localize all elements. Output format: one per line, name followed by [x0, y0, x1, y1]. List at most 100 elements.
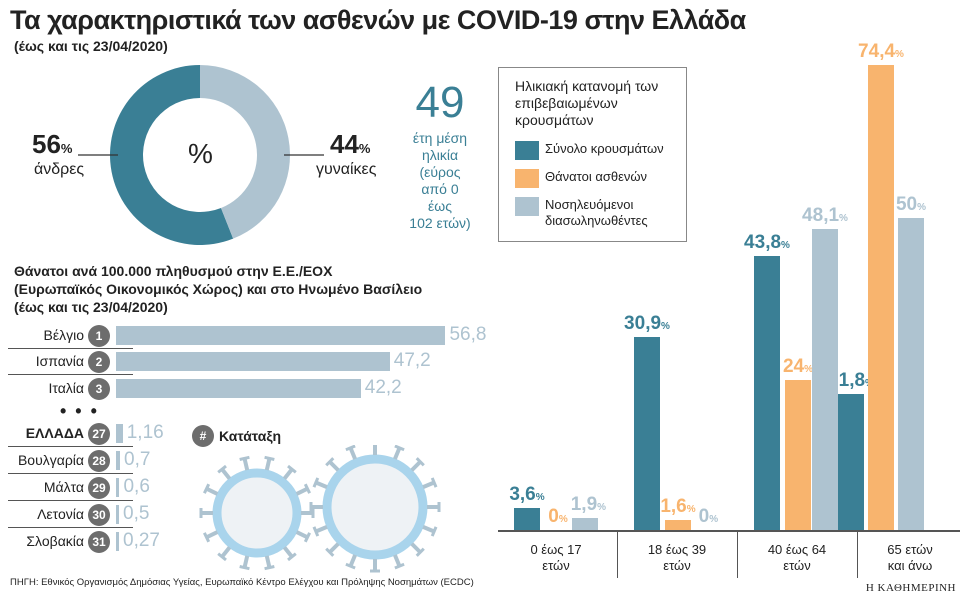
country-name: Ιταλία	[48, 380, 84, 396]
rank-badge: 2	[88, 351, 110, 373]
legend-item-deaths: Θάνατοι ασθενών	[515, 169, 670, 188]
bar-label: 30,9%	[624, 312, 670, 334]
country-name: ΕΛΛΑΔΑ	[25, 425, 84, 441]
death-rate-value: 0,27	[123, 530, 160, 551]
legend-item-total: Σύνολο κρουσμάτων	[515, 141, 670, 160]
death-rate-bar	[116, 478, 120, 497]
men-label: άνδρες	[34, 161, 85, 178]
death-rate-bar	[116, 352, 390, 371]
death-rate-bar	[116, 379, 361, 398]
bar-2-0	[572, 518, 598, 530]
donut-men-slice	[110, 65, 234, 245]
bar-0-1	[634, 336, 660, 530]
donut-center-label: %	[188, 138, 213, 169]
deaths-title: Θάνατοι ανά 100.000 πληθυσμού στην Ε.Ε./…	[14, 263, 423, 315]
bar-2-3	[898, 217, 924, 530]
country-name: Μάλτα	[43, 479, 84, 495]
page-title: Τα χαρακτηριστικά των ασθενών με COVID-1…	[10, 5, 746, 35]
median-age-text: έτη μέση ηλικία (εύρος από 0 έως 102 ετών)	[409, 130, 471, 231]
death-rate-value: 42,2	[364, 377, 402, 398]
death-rate-value: 0,6	[123, 476, 150, 497]
country-row: ΕΛΛΑΔΑ 27 1,16	[0, 421, 480, 447]
rank-badge: 27	[88, 423, 110, 445]
bar-1-3	[868, 65, 894, 530]
row-divider	[8, 527, 133, 528]
rank-badge: 30	[88, 504, 110, 526]
category-label: 40 έως 64 ετών	[767, 542, 827, 573]
death-rate-bar	[116, 424, 123, 443]
bar-label: 1,6%	[660, 496, 696, 517]
country-row: Μάλτα 29 0,6	[0, 475, 480, 501]
death-rate-value: 56,8	[449, 324, 487, 345]
rank-badge: 28	[88, 450, 110, 472]
death-rate-value: 0,5	[123, 503, 150, 524]
donut-women-slice	[200, 65, 291, 239]
rank-legend: # Κατάταξη	[192, 425, 281, 447]
death-rate-value: 47,2	[393, 350, 431, 371]
country-name: Λετονία	[37, 506, 84, 522]
bar-label: 21,8%	[828, 369, 874, 391]
death-rate-bar	[116, 505, 119, 524]
death-rate-bar	[116, 532, 119, 551]
rank-badge: 31	[88, 531, 110, 553]
country-name: Βέλγιο	[43, 327, 84, 343]
subtitle: (έως και τις 23/04/2020)	[14, 38, 168, 54]
row-divider	[8, 348, 133, 349]
x-axis-divider	[617, 530, 618, 578]
bar-0-2	[754, 256, 780, 530]
country-row: Ισπανία 2 47,2	[0, 349, 480, 375]
women-label: γυναίκες	[316, 161, 377, 178]
bar-0-3	[838, 393, 864, 530]
bar-label: 50%	[895, 193, 927, 215]
category-label: 18 έως 39 ετών	[647, 542, 707, 573]
country-row: Ιταλία 3 42,2	[0, 376, 480, 402]
bar-label: 1,9%	[570, 494, 607, 516]
country-row: Σλοβακία 31 0,27	[0, 529, 480, 555]
country-name: Βουλγαρία	[17, 452, 84, 468]
bar-0-0	[514, 507, 540, 530]
bar-label: 74,4%	[858, 41, 904, 62]
bar-label: 43,8%	[744, 232, 790, 254]
rank-badge: 29	[88, 477, 110, 499]
rank-symbol-icon: #	[192, 425, 214, 447]
death-rate-value: 0,7	[124, 449, 151, 470]
death-rate-bar	[116, 451, 121, 470]
bar-1-1	[665, 520, 691, 530]
bar-2-2	[812, 229, 838, 530]
x-axis-divider	[857, 530, 858, 578]
death-rate-value: 1,16	[126, 422, 164, 443]
bar-label: 24%	[782, 356, 814, 377]
rank-badge: 1	[88, 325, 110, 347]
x-axis	[498, 530, 960, 532]
category-label: 65 ετών και άνω	[887, 542, 933, 573]
bar-label: 48,1%	[802, 205, 848, 227]
women-percent: 44%	[330, 129, 371, 159]
row-divider	[8, 473, 133, 474]
virus-illustration-icon	[199, 445, 441, 573]
ellipsis: • • •	[60, 401, 99, 421]
row-divider	[8, 446, 133, 447]
median-age-value: 49	[415, 78, 465, 127]
chart-legend: Ηλικιακή κατανομή των επιβεβαιωμένων κρο…	[498, 67, 687, 242]
rank-badge: 3	[88, 378, 110, 400]
country-name: Σλοβακία	[26, 533, 84, 549]
category-label: 0 έως 17 ετών	[530, 542, 582, 573]
legend-item-intubated: Νοσηλευόμενοι διασωληνωθέντες	[515, 197, 670, 229]
x-axis-divider	[737, 530, 738, 578]
country-name: Ισπανία	[35, 353, 84, 369]
row-divider	[8, 374, 133, 375]
country-row: Λετονία 30 0,5	[0, 502, 480, 528]
row-divider	[8, 500, 133, 501]
rank-legend-label: Κατάταξη	[219, 428, 282, 444]
bar-label: 0%	[698, 506, 719, 527]
gender-donut	[78, 65, 324, 245]
country-row: Βουλγαρία 28 0,7	[0, 448, 480, 474]
bar-label: 3,6%	[509, 483, 545, 505]
death-rate-bar	[116, 326, 446, 345]
country-row: Βέλγιο 1 56,8	[0, 323, 486, 349]
bar-1-2	[785, 380, 811, 530]
legend-title: Ηλικιακή κατανομή των επιβεβαιωμένων κρο…	[515, 78, 659, 128]
bar-label: 0%	[548, 506, 568, 527]
men-percent: 56%	[32, 129, 73, 159]
publisher-logo: Η ΚΑΘΗΜΕΡΙΝΗ	[865, 582, 956, 594]
